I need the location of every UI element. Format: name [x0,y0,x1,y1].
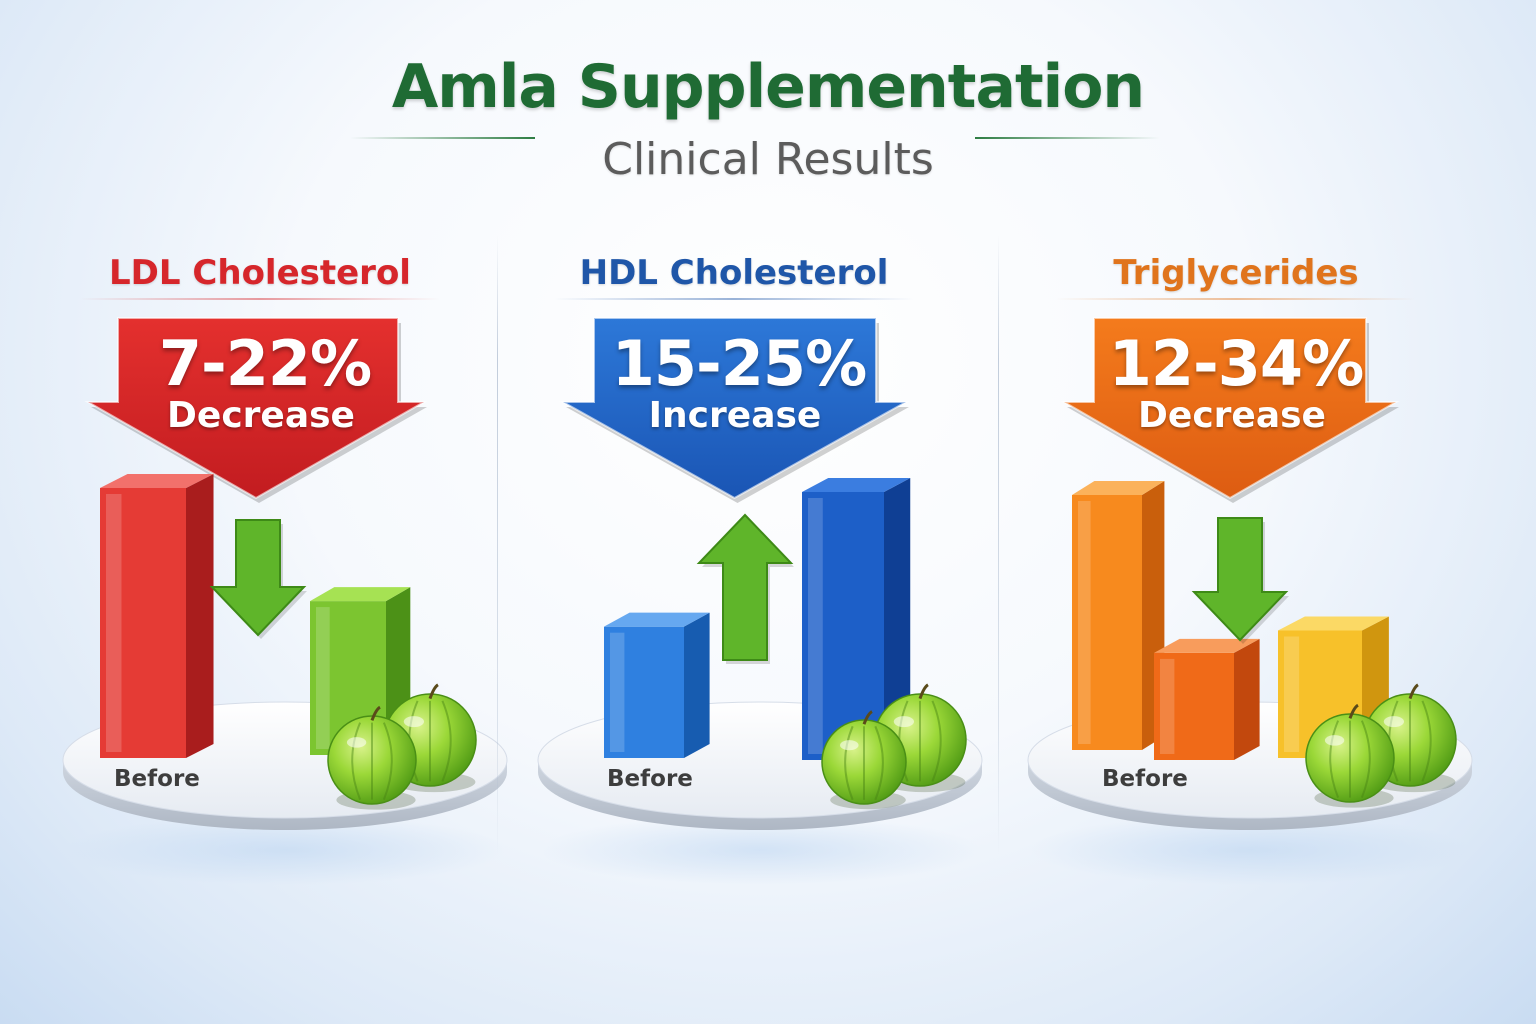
title-rule-right [975,137,1160,139]
bar-highlight [808,498,823,754]
bar-front [100,488,186,758]
bar-top [100,474,214,488]
bar-after [802,478,911,760]
arrow-down-icon [209,519,307,637]
fruit-stem [428,683,439,700]
fruit-rib [441,700,452,782]
bar-highlight [1160,658,1175,754]
bar-top [1072,481,1165,495]
tg-change-direction: Decrease [1138,395,1326,436]
disc-glow [1030,815,1470,885]
panel-divider [998,235,999,855]
fruit-shine [840,740,859,751]
bar-side [884,478,911,760]
panel-divider [497,235,498,855]
change-arrow [1191,517,1289,644]
page-subtitle: Clinical Results [602,134,934,185]
fruit-rib [382,722,393,800]
hdl-change-direction: Increase [648,395,822,436]
hdl-title-underline [554,298,914,300]
arrow-down-icon [1191,517,1289,642]
bar-highlight [316,607,330,749]
amla-fruit [1305,703,1395,808]
bar-side [186,474,214,758]
fruit-shine [403,716,425,728]
bar-highlight [1284,636,1300,752]
banner-arrow-icon [84,317,428,500]
bar-top [1154,638,1260,653]
fruit-rib [874,725,884,801]
tg-change-value: 12-34% [1108,327,1364,400]
bar-top [1278,616,1389,631]
arrow-up-icon [696,513,794,661]
fruit-shine [893,716,915,728]
disc-glow [540,815,980,885]
amla-fruit-icon [821,719,907,805]
fruit-rib [931,700,942,782]
fruit-rib [1360,720,1371,798]
banner-arrow-icon [559,317,910,500]
bar-front [802,492,884,760]
bar-before [604,612,710,758]
bar-front [604,626,684,758]
fruit-rib [1421,700,1432,782]
bar-highlight [1078,501,1091,744]
fruit-stem [1408,683,1419,700]
change-banner [559,317,910,503]
banner-arrow-icon [1060,317,1400,500]
amla-fruit-icon [1305,713,1395,803]
hdl-panel-title: HDL Cholesterol [579,253,889,293]
change-arrow [209,519,307,639]
change-banner [1060,317,1400,503]
bar-side [684,612,710,758]
ldl-change-direction: Decrease [167,395,355,436]
bar-side [1234,638,1260,760]
disc-glow [65,815,505,885]
bar-front [1154,652,1234,760]
bar-top [310,587,411,602]
change-banner [84,317,428,503]
fruit-rib [844,725,854,801]
bar-highlight [106,494,122,752]
tg-title-underline [1056,298,1416,300]
ldl-change-value: 7-22% [158,327,372,400]
ldl-before-label: Before [114,766,200,792]
bar-before [1072,481,1165,750]
title-rule-left [350,137,535,139]
bar-highlight [610,632,625,752]
bar-after [1278,616,1389,758]
fruit-shine [1383,716,1405,728]
bar-top [604,612,710,627]
page-title: Amla Supplementation [391,52,1145,122]
fruit-shine [346,737,367,748]
tg-panel-title: Triglycerides [1113,253,1359,293]
fruit-rib [1329,720,1340,798]
fruit-stem [1348,703,1359,719]
hdl-change-value: 15-25% [611,327,867,400]
fruit-stem [918,683,929,700]
fruit-stem [862,710,873,725]
amla-fruit [327,705,417,810]
ldl-title-underline [80,298,440,300]
change-arrow [696,513,794,664]
tg-before-label: Before [1102,766,1188,792]
hdl-before-label: Before [607,766,693,792]
bar-top [802,478,911,492]
bar-before [100,474,214,758]
bar-front [1072,495,1142,750]
bar-reduced [1154,638,1260,760]
fruit-rib [351,722,362,800]
fruit-stem [370,705,381,721]
ldl-panel-title: LDL Cholesterol [109,253,411,293]
fruit-shine [1324,735,1345,746]
amla-fruit-icon [327,715,417,805]
amla-fruit [821,710,907,810]
